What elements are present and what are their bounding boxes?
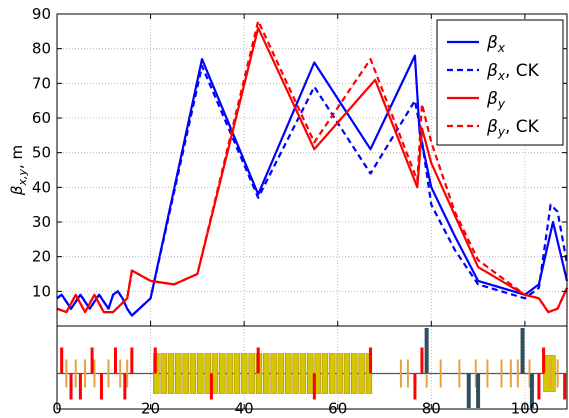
- quadrupole-magnet: [256, 347, 260, 374]
- x-tick-label: 0: [52, 400, 62, 415]
- series-line: [56, 54, 569, 317]
- dipole-magnet: [248, 353, 255, 394]
- y-tick-label: 60: [32, 109, 51, 127]
- corrector-magnet: [474, 359, 477, 388]
- legend-label: βx: [486, 33, 506, 55]
- corrector-magnet: [458, 359, 461, 388]
- dipole-magnet: [307, 353, 314, 394]
- quadrupole-magnet: [153, 347, 157, 374]
- x-tick-label: 80: [422, 400, 441, 415]
- diagnostic-element: [529, 373, 534, 408]
- quadrupole-magnet: [60, 347, 64, 374]
- dipole-magnet: [358, 353, 365, 394]
- quadrupole-magnet: [368, 347, 372, 374]
- quadrupole-magnet: [78, 373, 82, 400]
- quadrupole-magnet: [130, 347, 134, 374]
- dipole-magnet: [182, 353, 189, 394]
- quadrupole-magnet: [113, 347, 117, 374]
- y-axis-label: βx,y, m: [8, 145, 29, 196]
- dipole-magnet: [270, 353, 277, 394]
- beta-plot: 10 20 30 40 50 60 70 80 90 βx,y, m: [8, 5, 569, 327]
- corrector-magnet: [528, 359, 531, 388]
- x-tick-label: 60: [328, 400, 347, 415]
- lattice-plot: 0 20 40 60 80 100: [52, 325, 568, 418]
- dipole-magnet: [175, 353, 182, 394]
- y-tick-label: 40: [32, 178, 51, 196]
- y-tick-label: 90: [32, 5, 51, 23]
- y-tick-label: 80: [32, 40, 51, 58]
- quadrupole-magnet: [312, 373, 316, 400]
- corrector-magnet: [486, 359, 489, 388]
- dipole-magnet: [241, 353, 248, 394]
- dipole-magnet: [543, 355, 556, 392]
- x-tick-label: 100: [511, 400, 540, 415]
- dipole-magnet: [285, 353, 292, 394]
- corrector-magnet: [516, 359, 519, 388]
- y-tick-label: 50: [32, 144, 51, 162]
- dipole-magnet: [321, 353, 329, 394]
- y-tick-label: 10: [32, 282, 51, 300]
- quadrupole-magnet: [123, 373, 127, 400]
- quadrupole-magnet: [69, 373, 73, 400]
- y-tick-label: 70: [32, 74, 51, 92]
- corrector-magnet: [93, 359, 96, 388]
- corrector-magnet: [509, 359, 512, 388]
- dipole-magnet: [292, 353, 299, 394]
- quadrupole-magnet: [563, 373, 567, 400]
- corrector-magnet: [556, 359, 559, 388]
- dipole-magnet: [329, 353, 336, 394]
- x-tick-label: 20: [141, 400, 160, 415]
- corrector-magnet: [119, 359, 122, 388]
- corrector-magnet: [549, 359, 552, 388]
- diagnostic-element: [520, 328, 525, 374]
- dipole-magnet: [351, 353, 358, 394]
- dipole-magnet: [160, 353, 167, 394]
- diagnostic-element: [476, 373, 481, 408]
- legend-label: βy: [486, 89, 506, 111]
- corrector-magnet: [107, 359, 110, 388]
- dipole-magnet: [219, 353, 226, 394]
- dipole-magnet: [336, 353, 343, 394]
- corrector-magnet: [126, 359, 129, 388]
- series-line: [56, 64, 569, 317]
- dipole-magnet: [263, 353, 270, 394]
- corrector-magnet: [74, 359, 77, 388]
- dipole-magnet: [277, 353, 285, 394]
- dipole-magnet: [197, 353, 204, 394]
- dipole-magnet: [204, 353, 211, 394]
- dipole-magnet: [226, 353, 233, 394]
- diagnostic-element: [466, 373, 471, 408]
- quadrupole-magnet: [420, 347, 424, 374]
- corrector-magnet: [399, 359, 402, 388]
- quadrupole-magnet: [542, 347, 546, 374]
- quadrupole-magnet: [537, 373, 541, 400]
- quadrupole-magnet: [209, 373, 213, 400]
- legend: βx βx, CK βy βy, CK: [436, 19, 564, 146]
- dipole-magnet: [211, 353, 219, 394]
- x-tick-label: 40: [235, 400, 254, 415]
- corrector-magnet: [500, 359, 503, 388]
- corrector-magnet: [439, 359, 442, 388]
- legend-box: [436, 19, 564, 146]
- y-tick-label: 20: [32, 248, 51, 266]
- dipole-magnet: [233, 353, 241, 394]
- lattice-frame: [56, 325, 568, 410]
- quadrupole-magnet: [99, 373, 103, 400]
- legend-label: βy, CK: [486, 117, 540, 139]
- series-line: [56, 19, 569, 314]
- quadrupole-magnet: [90, 347, 94, 374]
- corrector-magnet: [65, 359, 68, 388]
- dipole-magnet: [189, 353, 197, 394]
- y-tick-label: 30: [32, 213, 51, 231]
- quadrupole-magnet: [413, 373, 417, 400]
- diagnostic-element: [424, 328, 429, 374]
- corrector-magnet: [406, 359, 409, 388]
- corrector-magnet: [84, 359, 87, 388]
- dipole-magnet: [299, 353, 307, 394]
- dipole-magnet: [167, 353, 175, 394]
- legend-label: βx, CK: [486, 61, 540, 83]
- dipole-magnet: [343, 353, 351, 394]
